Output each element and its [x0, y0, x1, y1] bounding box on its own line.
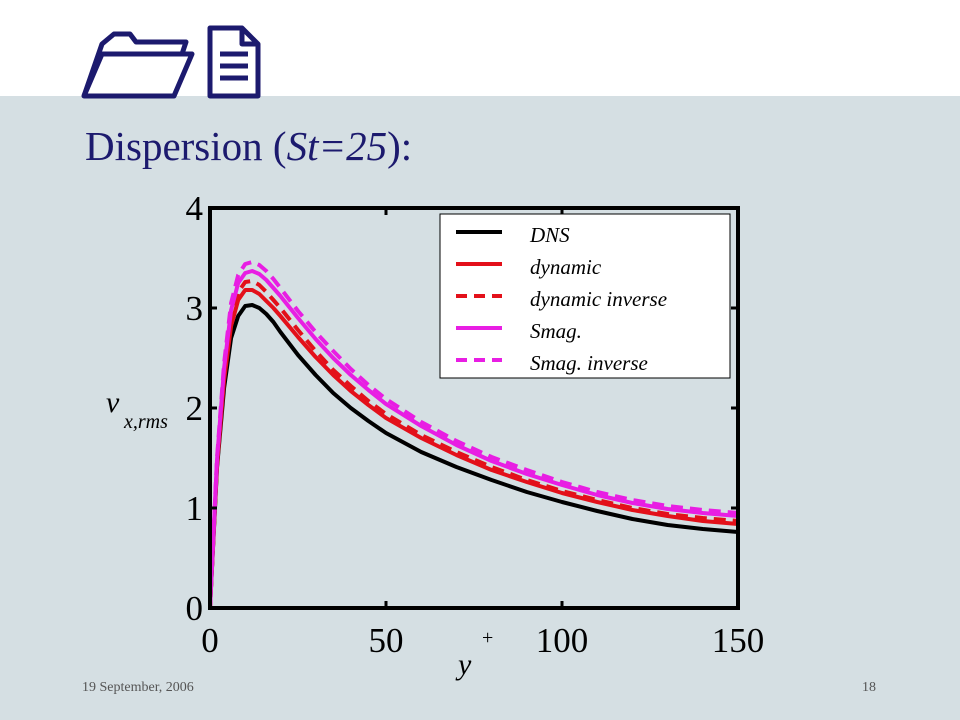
legend-label-5: Smag. inverse [530, 351, 648, 375]
legend-label-2: dynamic [530, 255, 602, 279]
y-axis-label-sub: x,rms [123, 411, 168, 433]
y-tick-label-4: 4 [186, 189, 204, 228]
legend-label-3: dynamic inverse [530, 287, 667, 311]
x-axis-label: y [455, 648, 472, 681]
series-line-3 [208, 279, 739, 609]
legend-box [439, 213, 731, 379]
x-tick-label-100: 100 [536, 621, 589, 660]
document-icon [207, 25, 261, 99]
slide-body [0, 96, 960, 720]
series-line-1 [208, 303, 739, 609]
tick-layer: 0 50 100 150 0 1 2 3 4 [186, 189, 765, 660]
legend-label-4: Smag. [530, 319, 582, 343]
footer-date: 19 September, 2006 [82, 680, 194, 695]
x-tick-label-150: 150 [712, 621, 765, 660]
x-axis-label-sup: + [482, 627, 493, 649]
y-tick-label-1: 1 [186, 489, 204, 528]
x-tick-label-50: 50 [369, 621, 404, 660]
series-line-4 [208, 269, 739, 609]
series-layer [208, 260, 739, 609]
y-axis-label: v [106, 386, 120, 419]
legend: DNS dynamic dynamic inverse Smag. Smag. inve… [439, 213, 731, 379]
title-suffix: ): [387, 123, 413, 169]
slide-title: Dispersion (St=25): [85, 122, 412, 170]
title-italic: St=25 [286, 123, 388, 169]
logo [81, 25, 261, 99]
y-tick-label-0: 0 [186, 589, 204, 628]
x-tick-label-0: 0 [201, 621, 219, 660]
page-number: 18 [862, 680, 876, 695]
series-line-5 [208, 260, 739, 609]
title-prefix: Dispersion ( [85, 123, 287, 169]
folder-icon [81, 31, 195, 99]
y-tick-label-3: 3 [186, 289, 204, 328]
y-tick-label-2: 2 [186, 389, 204, 428]
legend-label-1: DNS [529, 223, 570, 247]
